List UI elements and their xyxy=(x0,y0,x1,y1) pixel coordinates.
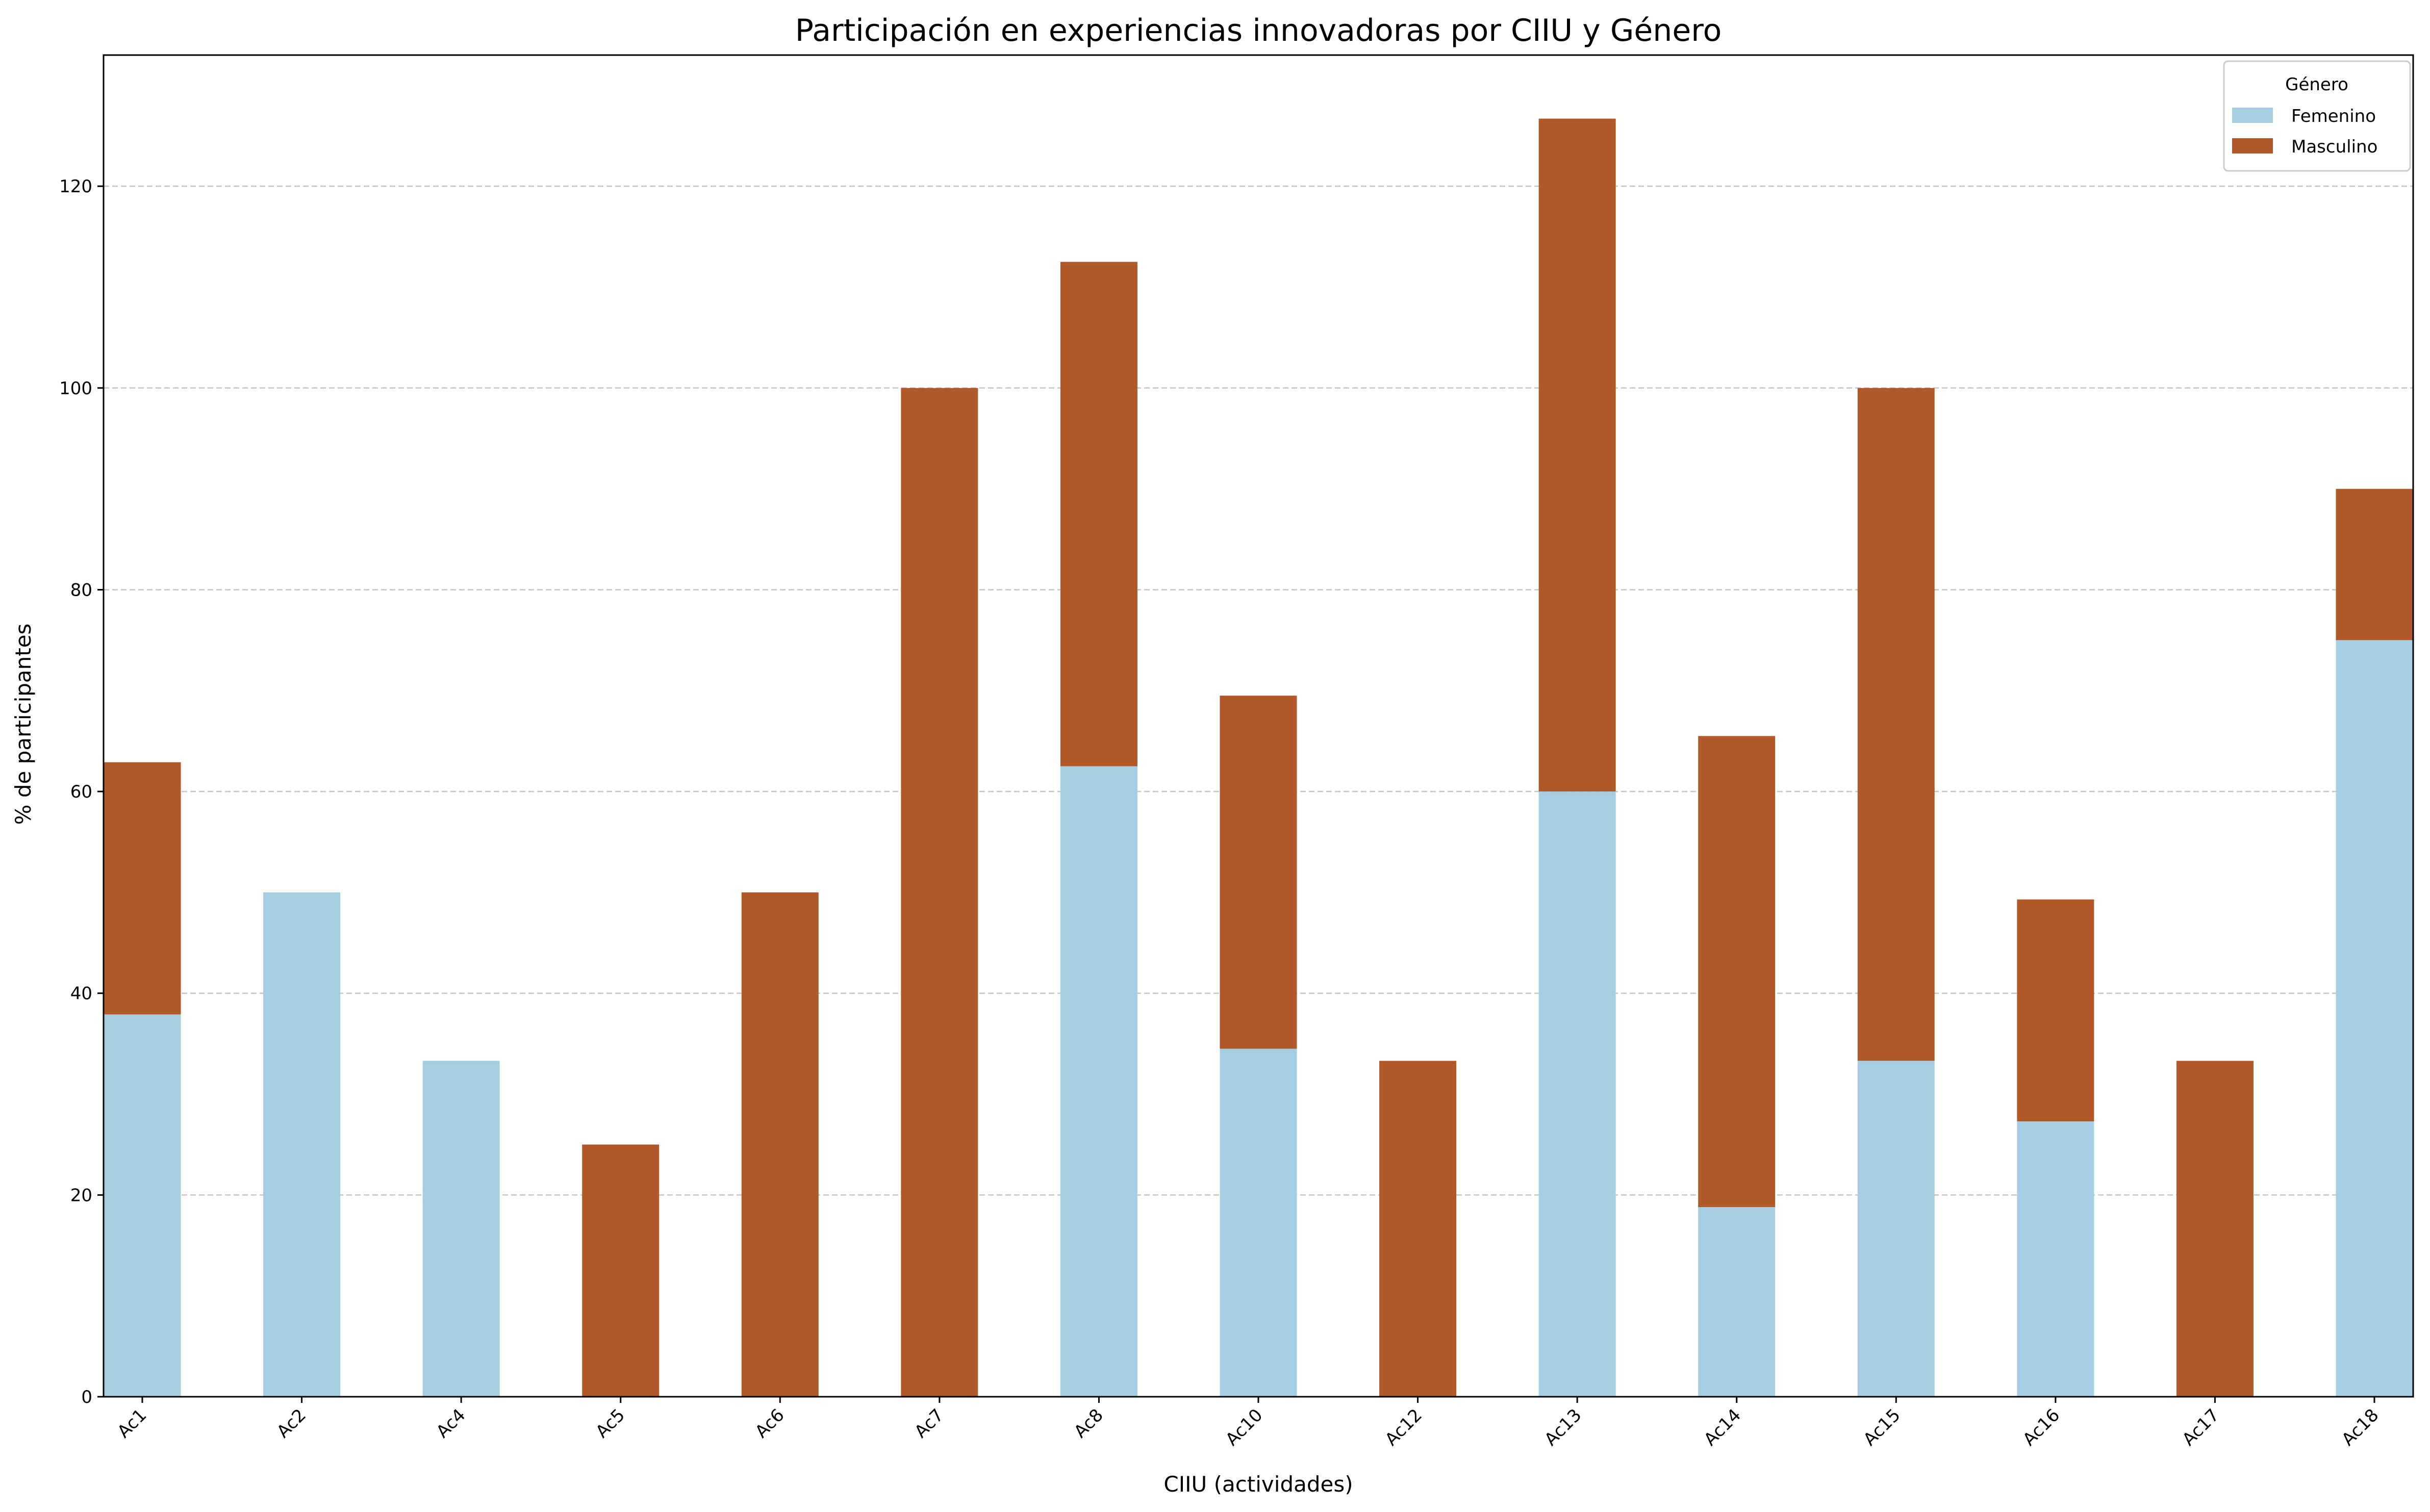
bar-femenino-ac15 xyxy=(1857,1061,1935,1397)
bars xyxy=(104,118,2413,1397)
bar-femenino-ac1 xyxy=(104,1014,181,1397)
y-tick-label: 120 xyxy=(59,176,92,197)
legend-swatch-femenino xyxy=(2232,108,2273,123)
bar-femenino-ac18 xyxy=(2336,640,2413,1397)
y-axis-title: % de participantes xyxy=(11,624,36,825)
y-tick-label: 100 xyxy=(59,378,92,399)
bar-femenino-ac14 xyxy=(1698,1207,1776,1397)
y-tick-label: 80 xyxy=(70,580,92,600)
bar-masculino-ac18 xyxy=(2336,489,2413,640)
y-tick-label: 20 xyxy=(70,1185,92,1206)
y-tick-label: 40 xyxy=(70,984,92,1004)
bar-femenino-ac10 xyxy=(1220,1048,1297,1397)
bar-masculino-ac1 xyxy=(104,762,181,1015)
legend: Género Femenino Masculino xyxy=(2223,60,2411,172)
legend-label-femenino: Femenino xyxy=(2291,106,2376,126)
bar-femenino-ac13 xyxy=(1538,791,1616,1397)
bar-masculino-ac5 xyxy=(582,1144,660,1397)
x-axis-title: CIIU (actividades) xyxy=(1163,1472,1353,1497)
bar-masculino-ac12 xyxy=(1379,1061,1457,1397)
bar-masculino-ac7 xyxy=(901,388,978,1397)
legend-title: Género xyxy=(2285,74,2348,95)
legend-label-masculino: Masculino xyxy=(2291,137,2377,157)
y-tick-label: 60 xyxy=(70,782,92,802)
y-tick-label: 0 xyxy=(81,1387,92,1407)
bar-masculino-ac16 xyxy=(2017,899,2094,1121)
bar-femenino-ac16 xyxy=(2017,1121,2094,1397)
bar-masculino-ac14 xyxy=(1698,736,1776,1208)
bar-femenino-ac2 xyxy=(263,892,341,1397)
bar-masculino-ac10 xyxy=(1220,696,1297,1049)
bar-masculino-ac15 xyxy=(1857,388,1935,1061)
bar-femenino-ac8 xyxy=(1060,766,1137,1397)
bar-masculino-ac8 xyxy=(1060,262,1137,766)
chart-title: Participación en experiencias innovadora… xyxy=(795,13,1722,48)
bar-masculino-ac13 xyxy=(1538,118,1616,792)
legend-swatch-masculino xyxy=(2232,138,2273,153)
bar-masculino-ac6 xyxy=(741,892,819,1397)
bar-femenino-ac4 xyxy=(422,1061,500,1397)
bar-masculino-ac17 xyxy=(2176,1061,2254,1397)
